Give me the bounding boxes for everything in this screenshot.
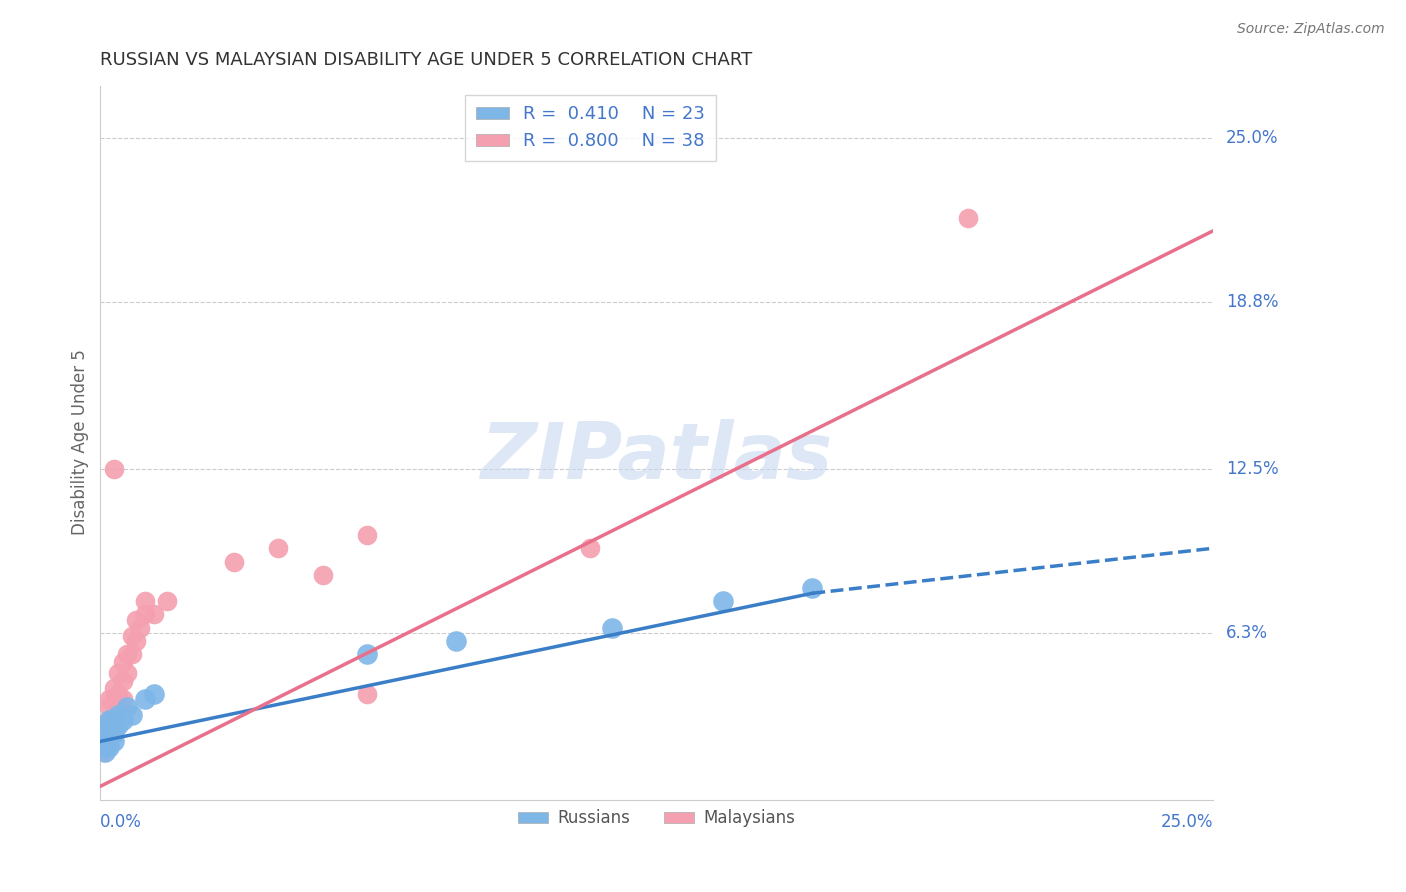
- Y-axis label: Disability Age Under 5: Disability Age Under 5: [72, 350, 89, 535]
- Point: [94, 726, 117, 740]
- Text: 18.8%: 18.8%: [1226, 293, 1278, 311]
- Point: [107, 665, 129, 680]
- Point: [125, 633, 148, 648]
- Point: [125, 613, 148, 627]
- Point: [103, 734, 125, 748]
- Text: 25.0%: 25.0%: [1160, 813, 1213, 830]
- Point: [134, 692, 156, 706]
- Point: [957, 211, 980, 225]
- Point: [98, 692, 121, 706]
- Point: [107, 687, 129, 701]
- Point: [91, 745, 114, 759]
- Point: [94, 745, 117, 759]
- Point: [356, 687, 378, 701]
- Point: [121, 707, 143, 722]
- Point: [446, 633, 468, 648]
- Point: [111, 692, 134, 706]
- Text: ZIPatlas: ZIPatlas: [481, 419, 832, 495]
- Point: [312, 567, 335, 582]
- Point: [107, 707, 129, 722]
- Point: [134, 607, 156, 622]
- Point: [91, 739, 114, 754]
- Point: [356, 647, 378, 661]
- Text: 12.5%: 12.5%: [1226, 460, 1279, 478]
- Point: [600, 621, 623, 635]
- Text: Source: ZipAtlas.com: Source: ZipAtlas.com: [1237, 22, 1385, 37]
- Point: [103, 692, 125, 706]
- Point: [129, 621, 152, 635]
- Point: [156, 594, 179, 608]
- Point: [142, 687, 165, 701]
- Point: [111, 655, 134, 669]
- Point: [100, 726, 122, 740]
- Point: [98, 713, 121, 727]
- Point: [115, 700, 138, 714]
- Point: [142, 607, 165, 622]
- Legend: Russians, Malaysians: Russians, Malaysians: [510, 803, 803, 834]
- Point: [94, 726, 117, 740]
- Point: [107, 700, 129, 714]
- Text: RUSSIAN VS MALAYSIAN DISABILITY AGE UNDER 5 CORRELATION CHART: RUSSIAN VS MALAYSIAN DISABILITY AGE UNDE…: [100, 51, 752, 69]
- Point: [111, 713, 134, 727]
- Point: [579, 541, 602, 556]
- Text: 6.3%: 6.3%: [1226, 624, 1268, 642]
- Point: [107, 718, 129, 732]
- Point: [103, 718, 125, 732]
- Point: [356, 528, 378, 542]
- Point: [115, 647, 138, 661]
- Point: [103, 681, 125, 696]
- Point: [267, 541, 290, 556]
- Point: [98, 718, 121, 732]
- Point: [121, 629, 143, 643]
- Point: [222, 555, 245, 569]
- Point: [103, 707, 125, 722]
- Point: [103, 462, 125, 476]
- Point: [134, 594, 156, 608]
- Point: [115, 665, 138, 680]
- Point: [96, 734, 118, 748]
- Point: [103, 713, 125, 727]
- Point: [711, 594, 734, 608]
- Point: [98, 739, 121, 754]
- Text: 0.0%: 0.0%: [100, 813, 142, 830]
- Point: [103, 726, 125, 740]
- Point: [98, 726, 121, 740]
- Point: [98, 700, 121, 714]
- Point: [94, 734, 117, 748]
- Point: [98, 713, 121, 727]
- Point: [801, 581, 824, 595]
- Point: [121, 647, 143, 661]
- Point: [111, 673, 134, 688]
- Point: [96, 734, 118, 748]
- Text: 25.0%: 25.0%: [1226, 129, 1278, 147]
- Point: [94, 739, 117, 754]
